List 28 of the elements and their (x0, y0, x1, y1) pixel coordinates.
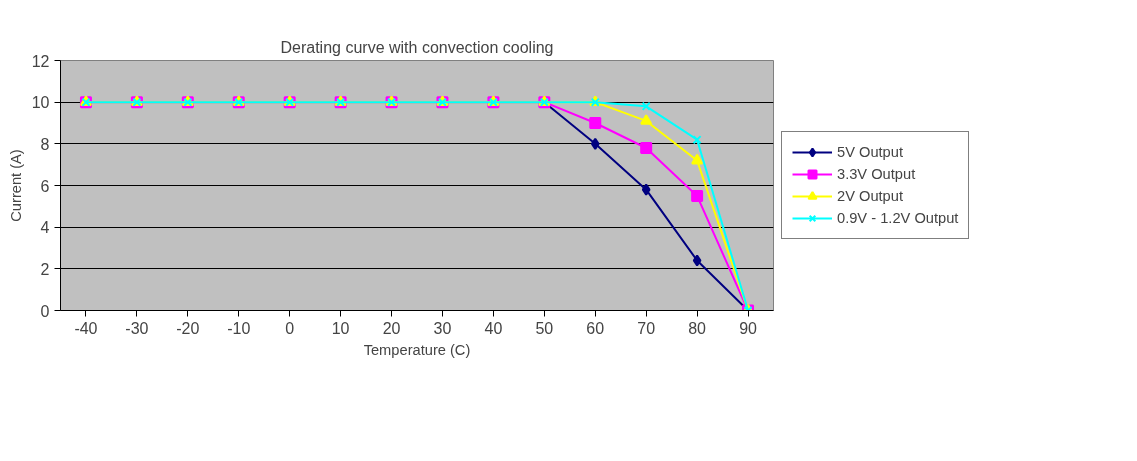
x-tick-label: 20 (382, 319, 401, 337)
x-tick-label: 60 (586, 319, 605, 337)
chart-title: Derating curve with convection cooling (280, 38, 554, 56)
y-tick-label: 6 (40, 177, 50, 195)
y-tick-label: 10 (31, 94, 50, 112)
y-tick-label: 2 (40, 260, 50, 278)
legend-label: 5V Output (837, 144, 903, 160)
legend-label: 2V Output (837, 188, 903, 204)
y-tick-label: 12 (31, 52, 50, 70)
x-tick-label: 80 (688, 319, 707, 337)
x-axis-title: Temperature (C) (363, 341, 471, 358)
x-tick-label: 0 (285, 319, 295, 337)
x-tick-label: -20 (176, 319, 200, 337)
x-tick-label: -10 (227, 319, 251, 337)
legend-label: 0.9V - 1.2V Output (837, 210, 959, 226)
x-tick-label: 30 (433, 319, 452, 337)
y-axis-title: Current (A) (7, 149, 24, 222)
x-tick-label: 90 (739, 319, 758, 337)
x-tick-label: 50 (535, 319, 554, 337)
legend-label: 3.3V Output (837, 166, 916, 182)
y-tick-label: 0 (40, 302, 50, 320)
x-tick-label: -40 (74, 319, 98, 337)
y-tick-label: 8 (40, 135, 50, 153)
x-tick-label: 10 (331, 319, 350, 337)
y-tick-label: 4 (40, 219, 50, 237)
x-tick-label: 40 (484, 319, 503, 337)
x-tick-label: -30 (125, 319, 149, 337)
x-tick-label: 70 (637, 319, 656, 337)
